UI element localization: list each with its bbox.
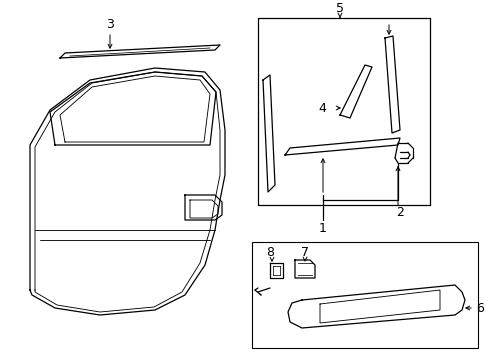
Bar (251, 242, 477, 348)
Text: 5: 5 (335, 1, 343, 14)
Text: 6: 6 (475, 302, 483, 315)
Text: 4: 4 (317, 102, 325, 114)
Text: 7: 7 (301, 246, 308, 258)
Text: 1: 1 (318, 221, 326, 234)
Text: 2: 2 (395, 207, 403, 220)
Text: 8: 8 (265, 246, 273, 258)
Text: 3: 3 (106, 18, 114, 31)
